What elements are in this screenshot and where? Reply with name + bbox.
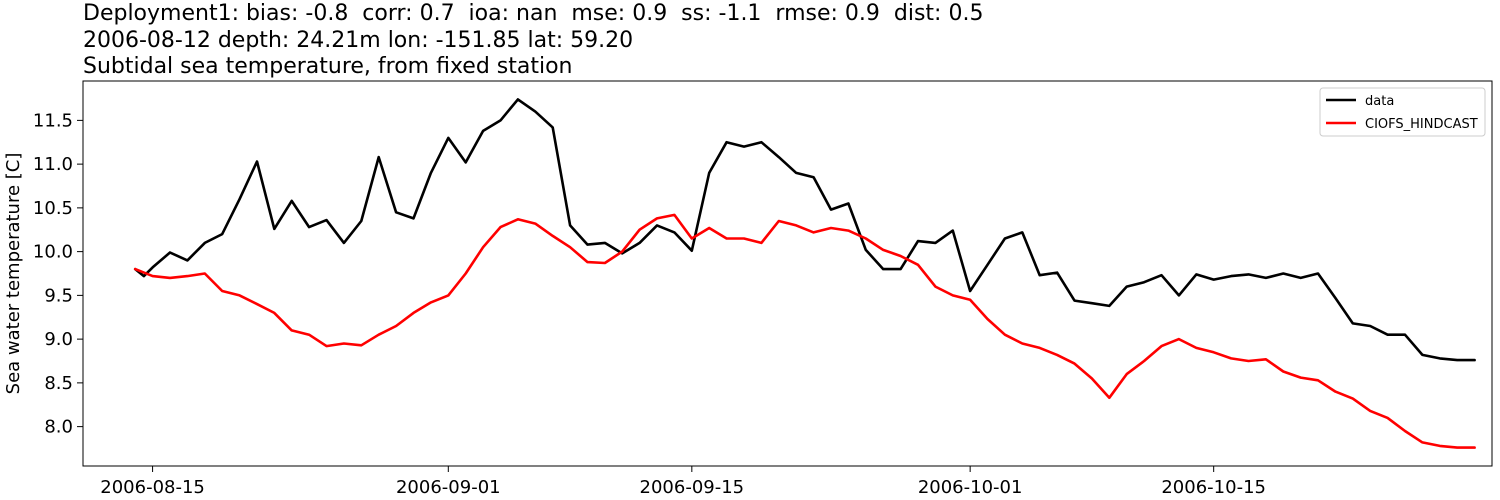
series-line-data: [133, 98, 1476, 362]
y-tick-label: 8.0: [44, 417, 73, 438]
x-tick-label: 2006-10-15: [1161, 477, 1266, 498]
chart-title: Subtidal sea temperature, from fixed sta…: [83, 54, 573, 79]
y-tick-label: 9.0: [44, 329, 73, 350]
y-axis: 8.0 8.5 9.0 9.5 10.0 10.5 11.0 11.5: [33, 110, 83, 438]
y-tick-label: 8.5: [44, 373, 73, 394]
x-tick-label: 2006-08-15: [100, 477, 205, 498]
y-tick-label: 11.0: [33, 154, 73, 175]
x-tick-label: 2006-09-15: [640, 477, 745, 498]
y-tick-label: 10.5: [33, 198, 73, 219]
x-axis: 2006-08-15 2006-09-01 2006-09-15 2006-10-01…: [100, 466, 1266, 498]
y-tick-label: 10.0: [33, 242, 73, 263]
chart-title-location: 2006-08-12 depth: 24.21m lon: -151.85 la…: [83, 28, 634, 53]
legend-box: [1319, 87, 1486, 137]
y-tick-label: 11.5: [33, 110, 73, 131]
x-tick-label: 2006-09-01: [396, 477, 501, 498]
legend-label: data: [1365, 94, 1394, 109]
x-tick-label: 2006-10-01: [918, 477, 1023, 498]
plot-frame: [82, 80, 1493, 467]
plot-area: [82, 80, 1493, 467]
series-line-model: [133, 213, 1476, 449]
y-tick-label: 9.5: [44, 285, 73, 306]
legend: data CIOFS_HINDCAST: [1319, 87, 1486, 137]
legend-label: CIOFS_HINDCAST: [1365, 117, 1478, 132]
y-axis-label: Sea water temperature [C]: [3, 153, 24, 395]
chart-title-stats: Deployment1: bias: -0.8 corr: 0.7 ioa: n…: [83, 1, 984, 26]
